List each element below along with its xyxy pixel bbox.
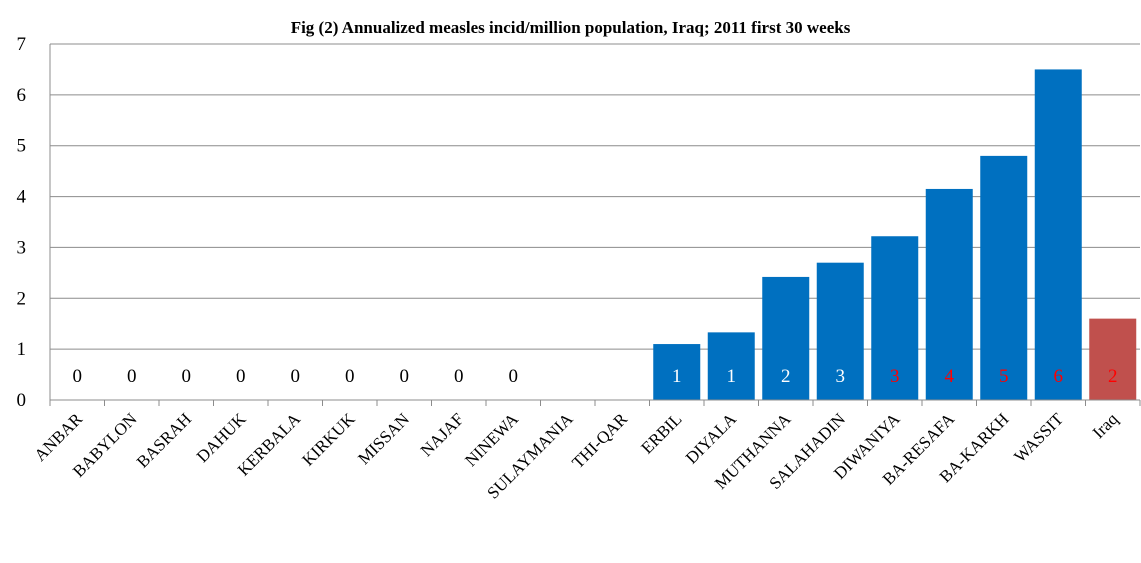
data-label: 2 <box>1108 366 1118 387</box>
data-label: 0 <box>454 366 464 387</box>
y-tick-label: 5 <box>17 136 27 157</box>
x-tick-label: THI-QAR <box>568 409 631 472</box>
bar-diyala <box>707 332 755 400</box>
y-tick-label: 1 <box>17 339 27 360</box>
data-label: 0 <box>182 366 192 387</box>
data-label: 3 <box>836 366 846 387</box>
bar-ba-resafa <box>925 188 973 400</box>
y-tick-label: 0 <box>17 390 27 411</box>
bar-muthanna <box>762 276 810 400</box>
data-label: 0 <box>236 366 246 387</box>
y-tick-label: 4 <box>17 187 27 208</box>
bar-erbil <box>653 344 701 400</box>
x-tick-label: ANBAR <box>31 409 87 465</box>
data-label: 0 <box>345 366 355 387</box>
data-label: 0 <box>400 366 410 387</box>
y-tick-label: 2 <box>17 288 27 309</box>
data-label: 5 <box>999 366 1009 387</box>
chart-title: Fig (2) Annualized measles incid/million… <box>290 18 851 37</box>
bar-diwaniya <box>871 236 919 400</box>
x-tick-label: Iraq <box>1089 409 1122 442</box>
data-label: 3 <box>890 366 900 387</box>
y-tick-label: 3 <box>17 237 27 258</box>
bar-ba-karkh <box>980 155 1028 400</box>
data-label: 6 <box>1054 366 1064 387</box>
data-label: 4 <box>945 366 955 387</box>
bar-salahadin <box>816 262 864 400</box>
data-label: 0 <box>73 366 83 387</box>
bar-iraq <box>1089 318 1137 400</box>
y-tick-label: 6 <box>17 85 27 106</box>
x-tick-label: MISSAN <box>354 409 413 468</box>
data-label: 1 <box>672 366 682 387</box>
x-tick-label: WASSIT <box>1010 409 1067 466</box>
bar-wassit <box>1034 69 1082 400</box>
data-label: 0 <box>127 366 137 387</box>
x-tick-label: NAJAF <box>417 409 468 460</box>
data-label: 1 <box>727 366 737 387</box>
data-label: 0 <box>291 366 301 387</box>
data-label: 0 <box>509 366 519 387</box>
y-tick-label: 7 <box>17 34 27 55</box>
data-label: 2 <box>781 366 791 387</box>
x-tick-label: BASRAH <box>133 409 195 471</box>
x-tick-label: KIRKUK <box>298 409 359 470</box>
x-tick-label: ERBIL <box>637 409 685 457</box>
